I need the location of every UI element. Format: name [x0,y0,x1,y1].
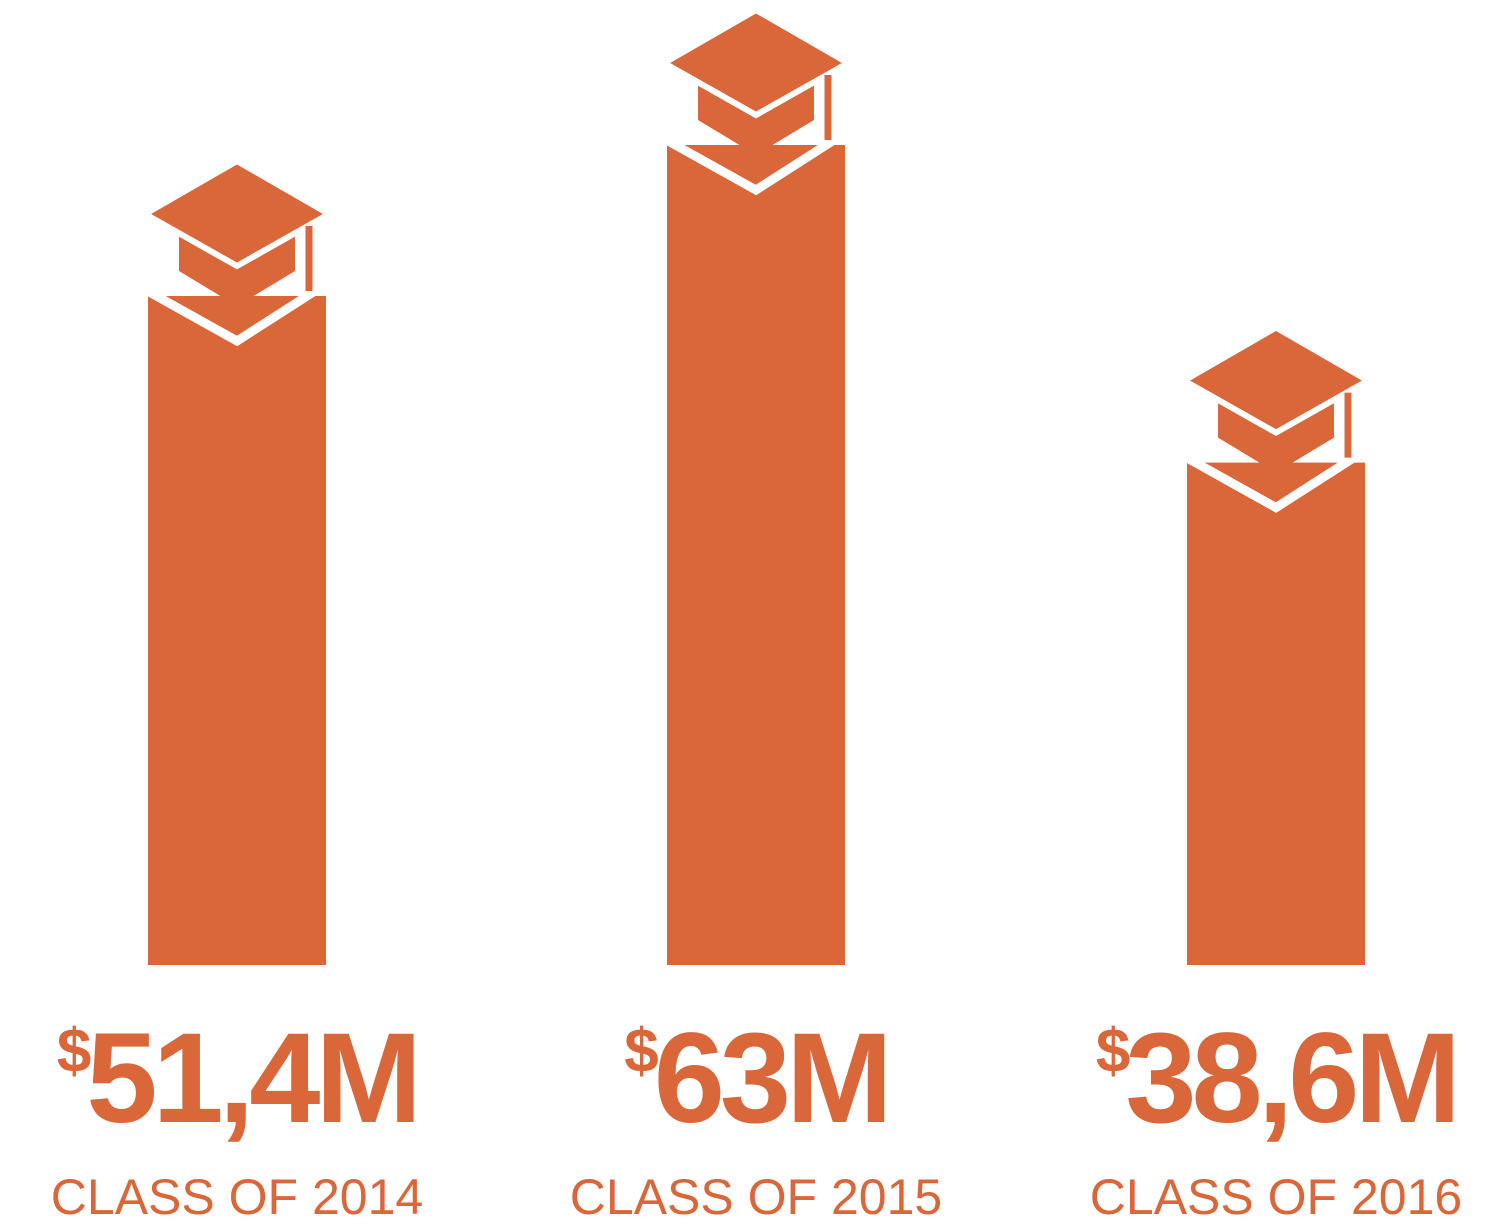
category-label: CLASS OF 2016 [1090,1169,1462,1225]
category-label: CLASS OF 2015 [570,1169,942,1225]
cap-top [657,6,855,119]
cap-edge [139,284,318,347]
value-label: $38,6M [1096,1007,1456,1150]
pictogram-bar [138,157,336,965]
value-label: $51,4M [57,1007,417,1150]
cap-top [1177,324,1375,437]
value-label: $63M [624,1007,887,1150]
bar [667,145,845,965]
cap-top [138,157,336,270]
category-label: CLASS OF 2014 [51,1169,423,1225]
pictogram-bar [1177,324,1375,965]
cap-edge [1178,450,1357,513]
pictogram-bar [657,6,855,965]
cap-edge [658,133,837,196]
bar [148,295,326,965]
bar [1187,462,1365,965]
